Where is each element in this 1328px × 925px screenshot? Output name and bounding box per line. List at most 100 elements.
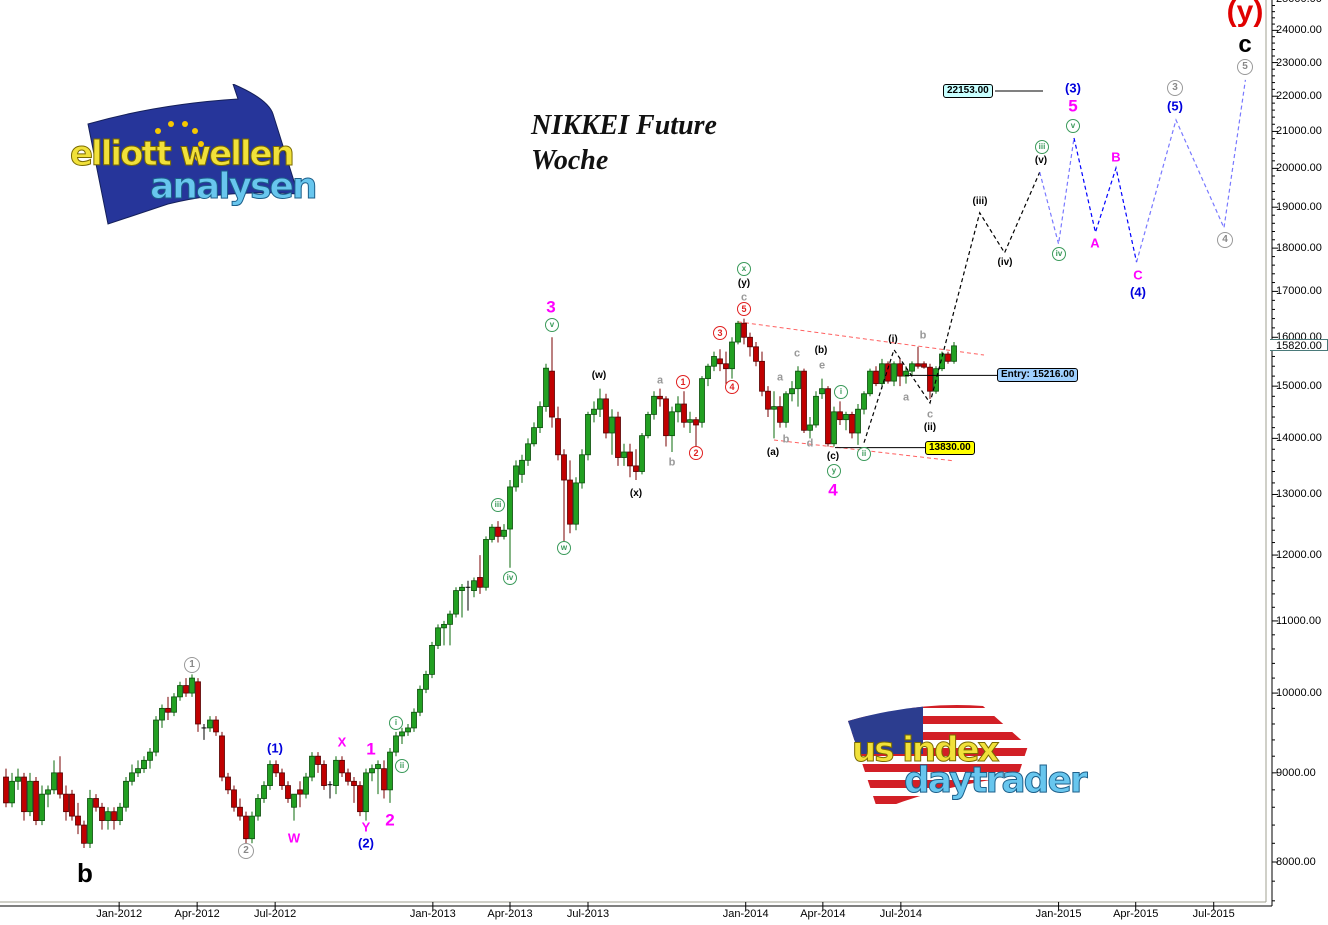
candle-body xyxy=(387,751,393,791)
wave-label-blue: (4) xyxy=(1130,284,1146,300)
candle-body xyxy=(123,780,129,808)
candle xyxy=(279,768,285,790)
candle xyxy=(573,477,579,531)
candle xyxy=(585,411,591,461)
candle xyxy=(879,358,885,389)
candle xyxy=(951,342,957,364)
candle xyxy=(249,811,255,844)
candle-body xyxy=(537,406,543,429)
candle xyxy=(699,376,705,428)
candle xyxy=(633,449,639,481)
candle-body xyxy=(111,811,117,821)
candle-body xyxy=(663,398,669,437)
candle xyxy=(3,768,9,808)
wave-label-gray: c xyxy=(740,291,748,304)
candle-body xyxy=(777,406,783,423)
candle xyxy=(141,756,147,773)
wave-label-mag: B xyxy=(1111,149,1121,165)
wave-label-mag-big: 2 xyxy=(385,810,395,830)
candle xyxy=(789,381,795,402)
candle xyxy=(255,794,261,821)
wave-label-b-big: b xyxy=(77,858,93,888)
candle xyxy=(693,417,699,447)
candle xyxy=(777,396,783,428)
candle xyxy=(411,708,417,732)
candle-body xyxy=(297,789,303,795)
candle-body xyxy=(171,696,177,713)
wave-label-circ-gray: 1 xyxy=(184,657,200,673)
candle-body xyxy=(39,793,45,821)
y-tick-label: 22000.00 xyxy=(1276,90,1322,103)
wave-label-blue: (2) xyxy=(358,835,374,851)
x-tick-label: Jul-2012 xyxy=(254,908,297,920)
candle xyxy=(189,674,195,697)
candle xyxy=(381,760,387,799)
candle-body xyxy=(747,336,753,348)
wave-label-gray: b xyxy=(668,456,676,469)
candle-body xyxy=(519,459,525,475)
wave-label-circ-gray: 4 xyxy=(1217,232,1233,248)
candle xyxy=(195,678,201,732)
y-tick-label: 25000.00 xyxy=(1276,0,1322,5)
candle-body xyxy=(285,785,291,799)
candle xyxy=(357,781,363,817)
candle-body xyxy=(3,776,9,804)
candle-body xyxy=(447,613,453,625)
candle-body xyxy=(945,353,951,362)
wave-label-gray: d xyxy=(806,437,814,450)
candle xyxy=(57,756,63,799)
candle xyxy=(639,432,645,475)
candle xyxy=(297,781,303,808)
candle xyxy=(33,777,39,826)
candle-body xyxy=(879,363,885,385)
candle xyxy=(243,811,249,844)
candle xyxy=(537,401,543,433)
candle xyxy=(447,610,453,646)
candle-body xyxy=(525,443,531,461)
wave-label-circ-green: i xyxy=(389,716,403,730)
x-tick-label: Apr-2014 xyxy=(800,908,846,920)
x-tick-label: Jan-2014 xyxy=(722,908,769,920)
y-tick-label: 18000.00 xyxy=(1276,242,1322,255)
wave-label-blk: (ii) xyxy=(923,422,937,433)
candle xyxy=(177,681,183,701)
candle xyxy=(603,393,609,439)
candle xyxy=(147,748,153,769)
candle-body xyxy=(129,772,135,782)
logo-text-line1: elliott wellen xyxy=(70,134,296,175)
candle xyxy=(375,760,381,795)
candle xyxy=(69,789,75,821)
candle-body xyxy=(459,586,465,591)
candle xyxy=(831,406,837,447)
candle-body xyxy=(783,393,789,423)
wave-label-mag: W xyxy=(287,830,301,846)
x-tick-label: Jul-2013 xyxy=(566,908,610,920)
candle-body xyxy=(717,358,723,365)
candle xyxy=(423,670,429,694)
candle-body xyxy=(273,764,279,774)
candle-body xyxy=(681,403,687,423)
wave-label-blk: (b) xyxy=(814,345,828,356)
candle xyxy=(123,777,129,812)
candle-body xyxy=(105,811,111,821)
us-flag-icon xyxy=(848,705,1028,811)
candle xyxy=(651,391,657,420)
candle-body xyxy=(189,677,195,694)
candle xyxy=(159,704,165,728)
wave-label-gray: c xyxy=(793,347,801,360)
candle-body xyxy=(207,719,213,729)
candle xyxy=(321,760,327,790)
candle xyxy=(225,772,231,795)
wave-label-circ-gray: 5 xyxy=(1237,59,1253,75)
candle-body xyxy=(891,363,897,382)
candle-body xyxy=(507,486,513,530)
candle xyxy=(9,772,15,808)
candle xyxy=(837,401,843,425)
candle-body xyxy=(303,776,309,795)
candle xyxy=(207,716,213,732)
wave-label-circ-green: w xyxy=(557,541,571,555)
candle xyxy=(711,351,717,372)
eu-flag-icon xyxy=(87,83,299,225)
candle-body xyxy=(369,768,375,774)
candle xyxy=(393,731,399,757)
